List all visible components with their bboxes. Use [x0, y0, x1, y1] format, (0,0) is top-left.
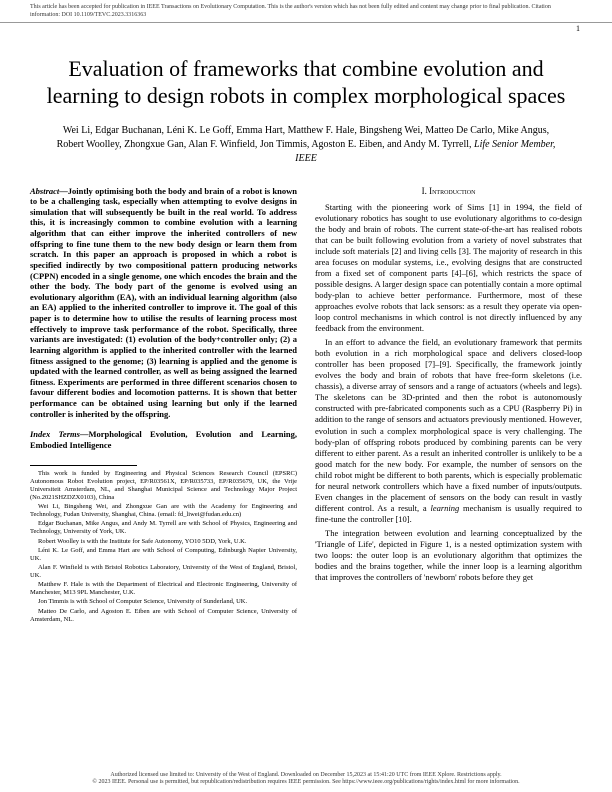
- author-list: Wei Li, Edgar Buchanan, Léni K. Le Goff,…: [50, 124, 562, 166]
- intro-para-3: The integration between evolution and le…: [315, 528, 582, 583]
- index-terms: Index Terms—Morphological Evolution, Evo…: [30, 429, 297, 450]
- footer-line-1: Authorized licensed use limited to: Univ…: [0, 772, 612, 779]
- footnote-affil-2: Edgar Buchanan, Mike Angus, and Andy M. …: [30, 520, 297, 536]
- paper-title: Evaluation of frameworks that combine ev…: [40, 55, 572, 110]
- abstract-text: —Jointly optimising both the body and br…: [30, 186, 297, 419]
- index-terms-label: Index Terms: [30, 429, 80, 439]
- footnote-affil-3: Robert Woolley is with the Institute for…: [30, 538, 297, 546]
- footnote-affil-8: Matteo De Carlo, and Agoston E. Eiben ar…: [30, 608, 297, 624]
- section-heading-intro: I. Introduction: [315, 186, 582, 196]
- footnote-affil-4: Léni K. Le Goff, and Emma Hart are with …: [30, 547, 297, 563]
- footnote-affil-5: Alan F. Winfield is with Bristol Robotic…: [30, 564, 297, 580]
- left-column: Abstract—Jointly optimising both the bod…: [30, 186, 297, 625]
- page-number: 1: [576, 24, 580, 33]
- footnote-funding: This work is funded by Engineering and P…: [30, 470, 297, 503]
- abstract-label: Abstract: [30, 186, 59, 196]
- footnote-affil-1: Wei Li, Bingsheng Wei, and Zhongxue Gan …: [30, 503, 297, 519]
- para2-part-a: In an effort to advance the field, an ev…: [315, 337, 582, 513]
- para2-italic: learning: [430, 503, 459, 513]
- right-column: I. Introduction Starting with the pionee…: [315, 186, 582, 625]
- footnote-divider: [30, 465, 137, 466]
- intro-para-2: In an effort to advance the field, an ev…: [315, 337, 582, 525]
- abstract: Abstract—Jointly optimising both the bod…: [30, 186, 297, 420]
- footer: Authorized licensed use limited to: Univ…: [0, 772, 612, 786]
- footer-line-2: © 2023 IEEE. Personal use is permitted, …: [0, 779, 612, 786]
- footnote-affil-7: Jon Timmis is with School of Computer Sc…: [30, 598, 297, 606]
- intro-para-1: Starting with the pioneering work of Sim…: [315, 202, 582, 335]
- footnote-affil-6: Matthew F. Hale is with the Department o…: [30, 581, 297, 597]
- header-notice: This article has been accepted for publi…: [0, 0, 612, 23]
- footnotes: This work is funded by Engineering and P…: [30, 470, 297, 624]
